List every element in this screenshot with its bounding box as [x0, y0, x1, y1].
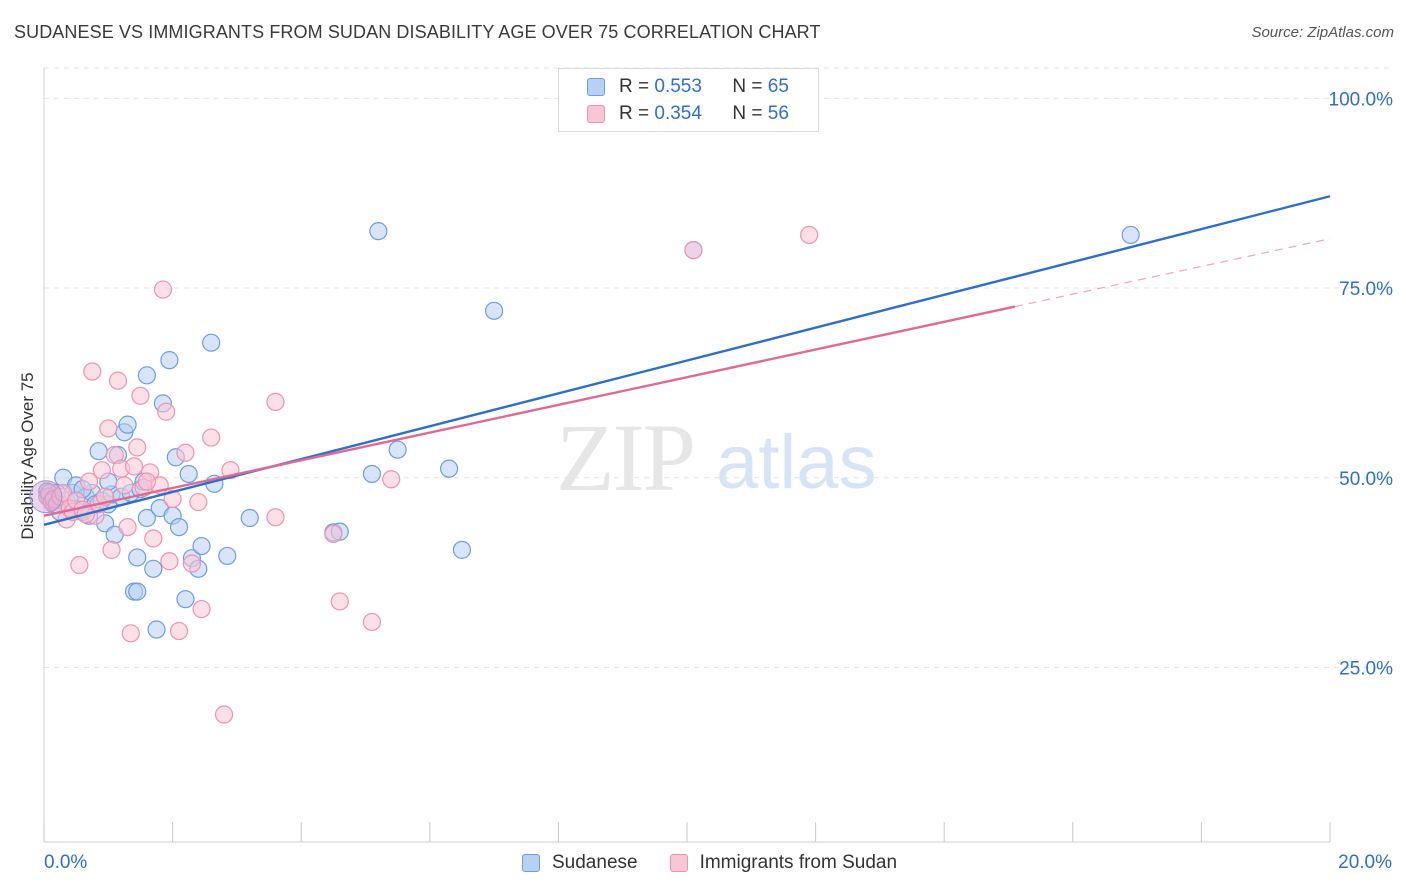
point-immigrants [160, 552, 179, 571]
point-sudanese [128, 548, 147, 567]
point-immigrants [108, 371, 128, 390]
point-immigrants [202, 428, 221, 447]
watermark-zip: ZIP [556, 404, 694, 511]
point-immigrants [121, 624, 140, 643]
point-sudanese [118, 415, 137, 434]
point-sudanese [147, 620, 166, 639]
y-tick-label: 50.0% [1339, 469, 1393, 490]
legend-r-value: 0.553 [654, 76, 702, 97]
point-immigrants [192, 599, 211, 619]
legend-row-sudanese: R = 0.553 N = 65 [587, 75, 789, 99]
point-immigrants [153, 280, 173, 299]
point-immigrants [79, 472, 99, 491]
x-tick-max: 20.0% [1338, 852, 1392, 873]
legend-n-value: 56 [767, 103, 789, 124]
cluster-point [29, 480, 63, 514]
trendline-extension-immigrants [1014, 238, 1331, 308]
pink-swatch [587, 105, 605, 123]
point-immigrants [214, 705, 234, 724]
point-sudanese [169, 517, 189, 537]
point-sudanese [485, 301, 504, 320]
watermark-atlas: atlas [716, 420, 877, 505]
point-sudanese [452, 540, 472, 559]
point-immigrants [144, 529, 163, 548]
y-tick-label: 100.0% [1329, 89, 1394, 110]
point-sudanese [137, 508, 156, 528]
legend-item-immigrants: Immigrants from Sudan [669, 852, 898, 874]
point-immigrants [99, 419, 118, 438]
point-sudanese [89, 442, 108, 461]
point-immigrants [324, 524, 343, 544]
point-immigrants [266, 392, 285, 411]
blue-swatch [522, 854, 540, 872]
point-immigrants [157, 402, 176, 421]
point-immigrants [115, 476, 134, 495]
point-immigrants [102, 540, 121, 559]
point-sudanese [179, 464, 198, 484]
point-immigrants [800, 225, 819, 245]
x-tick-min: 0.0% [44, 852, 88, 873]
legend-label-sudanese: Sudanese [552, 852, 638, 873]
point-immigrants [330, 592, 349, 611]
source-label: Source: ZipAtlas.com [1251, 24, 1394, 41]
point-immigrants [163, 489, 182, 509]
trendline-immigrants [43, 305, 1016, 517]
point-sudanese [144, 559, 163, 578]
legend-r-label: R = [619, 103, 650, 124]
chart-title: SUDANESE VS IMMIGRANTS FROM SUDAN DISABI… [14, 22, 821, 42]
legend-r-value: 0.354 [654, 103, 702, 124]
point-immigrants [169, 621, 189, 641]
legend-label-immigrants: Immigrants from Sudan [699, 852, 898, 873]
point-sudanese [202, 333, 221, 352]
correlation-legend: R = 0.553 N = 65 R = 0.354 N = 56 [558, 68, 819, 132]
point-immigrants [124, 457, 144, 476]
point-sudanese [160, 351, 179, 370]
legend-r-label: R = [619, 76, 650, 97]
point-immigrants [182, 554, 201, 573]
point-sudanese [1121, 225, 1140, 245]
point-sudanese [240, 508, 259, 528]
point-sudanese [439, 459, 459, 478]
point-immigrants [70, 555, 89, 575]
legend-n-label: N = [732, 103, 763, 124]
y-tick-label: 75.0% [1339, 279, 1393, 300]
point-immigrants [92, 461, 111, 480]
point-sudanese [176, 590, 195, 609]
point-sudanese [369, 222, 388, 241]
point-immigrants [189, 492, 208, 512]
point-sudanese [128, 582, 147, 601]
y-tick-label: 25.0% [1339, 658, 1393, 679]
pink-swatch [669, 854, 688, 872]
point-sudanese [362, 464, 382, 484]
point-sudanese [218, 546, 237, 566]
point-sudanese [192, 536, 211, 556]
point-immigrants [266, 508, 285, 527]
series-legend: Sudanese Immigrants from Sudan [522, 852, 929, 874]
blue-swatch [587, 78, 605, 96]
point-sudanese [137, 366, 156, 385]
point-immigrants [131, 386, 150, 405]
point-immigrants [118, 517, 137, 537]
legend-item-sudanese: Sudanese [522, 852, 638, 874]
point-immigrants [137, 472, 156, 491]
legend-n-label: N = [732, 76, 763, 97]
point-immigrants [382, 470, 401, 489]
point-immigrants [362, 612, 382, 632]
point-immigrants [83, 362, 102, 381]
point-immigrants [176, 443, 195, 462]
legend-n-value: 65 [767, 76, 789, 97]
point-sudanese [388, 440, 407, 459]
point-immigrants [128, 438, 147, 457]
legend-row-immigrants: R = 0.354 N = 56 [587, 102, 789, 126]
point-immigrants [684, 241, 703, 260]
